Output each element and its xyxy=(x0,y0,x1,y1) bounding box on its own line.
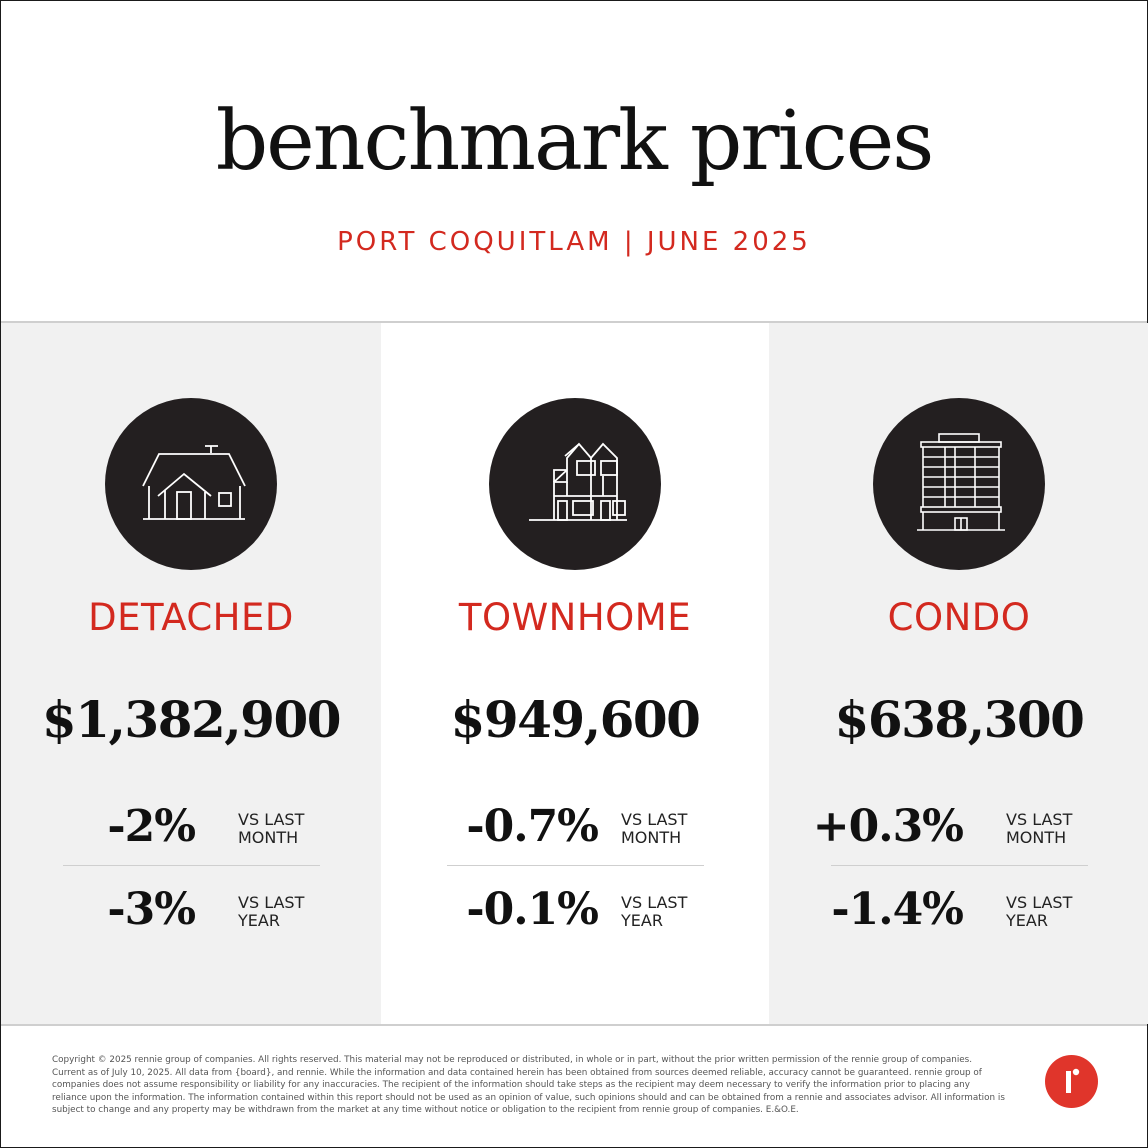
header-divider xyxy=(1,321,1147,323)
month-change-value: +0.3% xyxy=(812,801,964,852)
month-change-row: -2% VS LAST MONTH xyxy=(1,805,381,855)
property-panels: DETACHED $1,382,900 -2% VS LAST MONTH -3… xyxy=(1,323,1148,1024)
month-change-row: +0.3% VS LAST MONTH xyxy=(769,805,1148,855)
footer-divider xyxy=(1,1024,1147,1026)
year-change-label: VS LAST YEAR xyxy=(1006,894,1116,930)
month-change-value: -2% xyxy=(107,801,196,852)
year-change-row: -1.4% VS LAST YEAR xyxy=(769,888,1148,938)
property-type-label: DETACHED xyxy=(88,596,294,639)
rennie-logo-icon xyxy=(1045,1055,1098,1108)
year-change-label: VS LAST YEAR xyxy=(621,894,731,930)
disclaimer-text: Copyright © 2025 rennie group of compani… xyxy=(52,1055,1005,1116)
vs-last-text: VS LAST xyxy=(1006,810,1073,829)
stat-divider xyxy=(831,865,1088,866)
vs-last-text: VS LAST xyxy=(621,810,688,829)
footer: Copyright © 2025 rennie group of compani… xyxy=(1,1026,1147,1147)
vs-last-text: VS LAST xyxy=(621,893,688,912)
condo-building-icon xyxy=(917,433,1005,531)
stat-divider xyxy=(63,865,320,866)
period-text: YEAR xyxy=(1006,911,1048,930)
vs-last-text: VS LAST xyxy=(238,893,305,912)
month-change-row: -0.7% VS LAST MONTH xyxy=(381,805,769,855)
vs-last-text: VS LAST xyxy=(238,810,305,829)
property-type-label: CONDO xyxy=(887,596,1031,639)
rennie-logo-mark xyxy=(1066,1068,1080,1093)
year-change-value: -0.1% xyxy=(466,884,599,935)
page-subtitle: PORT COQUITLAM | JUNE 2025 xyxy=(337,227,811,257)
period-text: YEAR xyxy=(238,911,280,930)
month-change-label: VS LAST MONTH xyxy=(1006,811,1116,847)
period-text: MONTH xyxy=(238,828,299,847)
year-change-label: VS LAST YEAR xyxy=(238,894,348,930)
year-change-row: -0.1% VS LAST YEAR xyxy=(381,888,769,938)
period-text: YEAR xyxy=(621,911,663,930)
panel-townhome: TOWNHOME $949,600 -0.7% VS LAST MONTH -0… xyxy=(381,323,769,1024)
vs-last-text: VS LAST xyxy=(1006,893,1073,912)
period-text: MONTH xyxy=(1006,828,1067,847)
header: benchmark prices PORT COQUITLAM | JUNE 2… xyxy=(1,1,1147,321)
stat-divider xyxy=(447,865,704,866)
year-change-value: -3% xyxy=(107,884,196,935)
townhome-icon-circle xyxy=(489,398,661,570)
benchmark-price: $638,300 xyxy=(834,690,1085,749)
period-text: MONTH xyxy=(621,828,682,847)
page-title: benchmark prices xyxy=(215,94,935,189)
benchmark-price: $1,382,900 xyxy=(41,690,342,749)
condo-icon-circle xyxy=(873,398,1045,570)
panel-condo: CONDO $638,300 +0.3% VS LAST MONTH -1.4%… xyxy=(769,323,1148,1024)
month-change-label: VS LAST MONTH xyxy=(621,811,731,847)
townhome-icon xyxy=(529,442,627,521)
month-change-value: -0.7% xyxy=(466,801,599,852)
year-change-value: -1.4% xyxy=(831,884,964,935)
month-change-label: VS LAST MONTH xyxy=(238,811,348,847)
property-type-label: TOWNHOME xyxy=(458,596,692,639)
detached-icon-circle xyxy=(105,398,277,570)
year-change-row: -3% VS LAST YEAR xyxy=(1,888,381,938)
panel-detached: DETACHED $1,382,900 -2% VS LAST MONTH -3… xyxy=(1,323,381,1024)
detached-house-icon xyxy=(142,445,246,520)
benchmark-price: $949,600 xyxy=(450,690,701,749)
